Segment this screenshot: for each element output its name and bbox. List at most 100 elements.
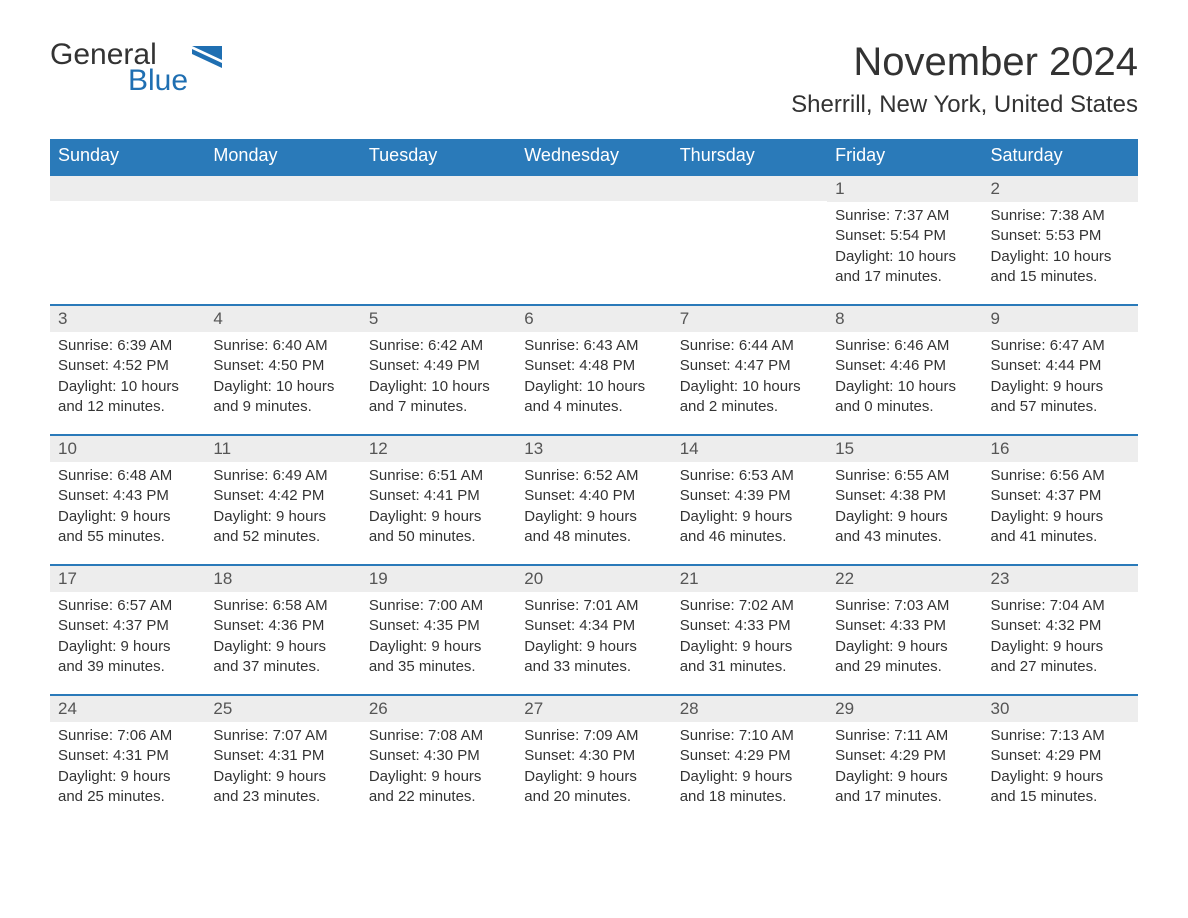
daylight-line-1: Daylight: 9 hours	[213, 767, 352, 787]
daylight-line-2: and 0 minutes.	[835, 397, 974, 417]
day-number: 22	[827, 566, 982, 592]
brand-word2: Blue	[128, 66, 188, 96]
day-cell: 2Sunrise: 7:38 AMSunset: 5:53 PMDaylight…	[983, 176, 1138, 304]
day-cell	[50, 176, 205, 304]
sunrise-line: Sunrise: 7:01 AM	[524, 596, 663, 616]
day-cell: 18Sunrise: 6:58 AMSunset: 4:36 PMDayligh…	[205, 566, 360, 694]
week-row: 3Sunrise: 6:39 AMSunset: 4:52 PMDaylight…	[50, 304, 1138, 434]
day-cell: 27Sunrise: 7:09 AMSunset: 4:30 PMDayligh…	[516, 696, 671, 824]
daylight-line-1: Daylight: 9 hours	[680, 507, 819, 527]
weekday-header: Saturday	[983, 139, 1138, 174]
daylight-line-2: and 12 minutes.	[58, 397, 197, 417]
calendar: SundayMondayTuesdayWednesdayThursdayFrid…	[50, 139, 1138, 824]
daylight-line-2: and 46 minutes.	[680, 527, 819, 547]
sunrise-line: Sunrise: 6:39 AM	[58, 336, 197, 356]
sunrise-line: Sunrise: 7:13 AM	[991, 726, 1130, 746]
day-cell	[361, 176, 516, 304]
sunrise-line: Sunrise: 6:42 AM	[369, 336, 508, 356]
day-number: 15	[827, 436, 982, 462]
sunrise-line: Sunrise: 7:07 AM	[213, 726, 352, 746]
sunrise-line: Sunrise: 6:47 AM	[991, 336, 1130, 356]
daylight-line-2: and 2 minutes.	[680, 397, 819, 417]
day-cell: 19Sunrise: 7:00 AMSunset: 4:35 PMDayligh…	[361, 566, 516, 694]
daylight-line-1: Daylight: 9 hours	[369, 507, 508, 527]
sunset-line: Sunset: 4:32 PM	[991, 616, 1130, 636]
sunrise-line: Sunrise: 7:06 AM	[58, 726, 197, 746]
brand-logo: General Blue	[50, 40, 222, 96]
day-cell: 25Sunrise: 7:07 AMSunset: 4:31 PMDayligh…	[205, 696, 360, 824]
week-row: 17Sunrise: 6:57 AMSunset: 4:37 PMDayligh…	[50, 564, 1138, 694]
sunset-line: Sunset: 4:41 PM	[369, 486, 508, 506]
day-number: 16	[983, 436, 1138, 462]
day-number: 29	[827, 696, 982, 722]
daylight-line-1: Daylight: 9 hours	[58, 637, 197, 657]
day-cell: 14Sunrise: 6:53 AMSunset: 4:39 PMDayligh…	[672, 436, 827, 564]
sunrise-line: Sunrise: 7:03 AM	[835, 596, 974, 616]
day-number: 6	[516, 306, 671, 332]
day-cell: 28Sunrise: 7:10 AMSunset: 4:29 PMDayligh…	[672, 696, 827, 824]
daylight-line-1: Daylight: 9 hours	[58, 767, 197, 787]
sunset-line: Sunset: 4:29 PM	[991, 746, 1130, 766]
day-cell: 3Sunrise: 6:39 AMSunset: 4:52 PMDaylight…	[50, 306, 205, 434]
day-number: 20	[516, 566, 671, 592]
sunrise-line: Sunrise: 6:51 AM	[369, 466, 508, 486]
weekday-header: Sunday	[50, 139, 205, 174]
day-number: 26	[361, 696, 516, 722]
daylight-line-2: and 29 minutes.	[835, 657, 974, 677]
sunset-line: Sunset: 4:40 PM	[524, 486, 663, 506]
day-number: 17	[50, 566, 205, 592]
daylight-line-1: Daylight: 9 hours	[991, 377, 1130, 397]
day-cell: 13Sunrise: 6:52 AMSunset: 4:40 PMDayligh…	[516, 436, 671, 564]
week-row: 24Sunrise: 7:06 AMSunset: 4:31 PMDayligh…	[50, 694, 1138, 824]
daylight-line-2: and 41 minutes.	[991, 527, 1130, 547]
daylight-line-1: Daylight: 9 hours	[991, 767, 1130, 787]
day-number: 10	[50, 436, 205, 462]
week-row: 1Sunrise: 7:37 AMSunset: 5:54 PMDaylight…	[50, 174, 1138, 304]
sunset-line: Sunset: 4:29 PM	[680, 746, 819, 766]
day-number: 28	[672, 696, 827, 722]
sunset-line: Sunset: 4:34 PM	[524, 616, 663, 636]
empty-day-bar	[672, 176, 827, 201]
weekday-header: Monday	[205, 139, 360, 174]
daylight-line-1: Daylight: 9 hours	[524, 637, 663, 657]
sunrise-line: Sunrise: 7:10 AM	[680, 726, 819, 746]
empty-day-bar	[516, 176, 671, 201]
daylight-line-1: Daylight: 10 hours	[680, 377, 819, 397]
day-number: 14	[672, 436, 827, 462]
sunset-line: Sunset: 4:52 PM	[58, 356, 197, 376]
day-cell: 4Sunrise: 6:40 AMSunset: 4:50 PMDaylight…	[205, 306, 360, 434]
sunset-line: Sunset: 5:53 PM	[991, 226, 1130, 246]
sunrise-line: Sunrise: 7:09 AM	[524, 726, 663, 746]
sunrise-line: Sunrise: 7:00 AM	[369, 596, 508, 616]
day-number: 11	[205, 436, 360, 462]
sunset-line: Sunset: 4:31 PM	[213, 746, 352, 766]
sunrise-line: Sunrise: 6:57 AM	[58, 596, 197, 616]
sunset-line: Sunset: 4:47 PM	[680, 356, 819, 376]
sunset-line: Sunset: 4:46 PM	[835, 356, 974, 376]
sunrise-line: Sunrise: 7:04 AM	[991, 596, 1130, 616]
sunrise-line: Sunrise: 6:48 AM	[58, 466, 197, 486]
daylight-line-2: and 50 minutes.	[369, 527, 508, 547]
sunset-line: Sunset: 4:42 PM	[213, 486, 352, 506]
day-number: 23	[983, 566, 1138, 592]
sunset-line: Sunset: 4:35 PM	[369, 616, 508, 636]
day-cell: 20 Sunrise: 7:01 AMSunset: 4:34 PMDayligh…	[516, 566, 671, 694]
daylight-line-1: Daylight: 10 hours	[835, 247, 974, 267]
daylight-line-2: and 4 minutes.	[524, 397, 663, 417]
day-number: 4	[205, 306, 360, 332]
title-block: November 2024 Sherrill, New York, United…	[791, 40, 1138, 119]
daylight-line-1: Daylight: 9 hours	[369, 637, 508, 657]
day-number: 9	[983, 306, 1138, 332]
daylight-line-2: and 20 minutes.	[524, 787, 663, 807]
location: Sherrill, New York, United States	[791, 91, 1138, 119]
day-cell: 17Sunrise: 6:57 AMSunset: 4:37 PMDayligh…	[50, 566, 205, 694]
weekday-header: Wednesday	[516, 139, 671, 174]
header: General Blue November 2024 Sherrill, New…	[50, 40, 1138, 119]
empty-day-bar	[205, 176, 360, 201]
daylight-line-1: Daylight: 9 hours	[991, 637, 1130, 657]
day-cell: 10Sunrise: 6:48 AMSunset: 4:43 PMDayligh…	[50, 436, 205, 564]
daylight-line-1: Daylight: 10 hours	[58, 377, 197, 397]
daylight-line-1: Daylight: 9 hours	[213, 637, 352, 657]
day-number: 12	[361, 436, 516, 462]
sunset-line: Sunset: 4:44 PM	[991, 356, 1130, 376]
